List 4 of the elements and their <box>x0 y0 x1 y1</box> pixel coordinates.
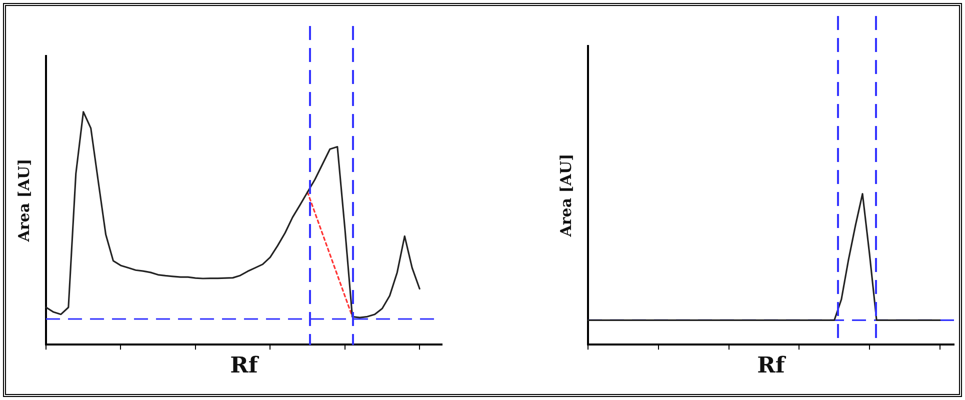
y-axis-title: Area [AU] <box>556 154 575 238</box>
x-axis-title: Rf <box>230 352 260 379</box>
x-axis-title: Rf <box>757 352 786 379</box>
y-axis-title: Area [AU] <box>14 158 33 243</box>
